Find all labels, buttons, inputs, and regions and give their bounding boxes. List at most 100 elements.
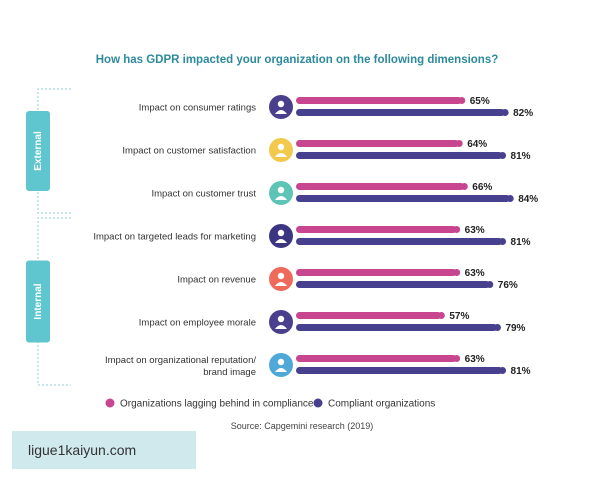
legend: Organizations lagging behind in complian… — [105, 398, 435, 410]
satisfaction-icon — [269, 138, 293, 162]
icon-glyph-body — [275, 325, 287, 329]
bar-lagging — [296, 183, 465, 190]
bar-compliant — [296, 238, 503, 245]
morale-icon — [269, 310, 293, 334]
reputation-icon — [269, 353, 293, 377]
trust-icon — [269, 181, 293, 205]
icon-glyph-head — [277, 229, 285, 237]
category-label: Impact on targeted leads for marketing — [93, 232, 256, 243]
value-label: 63% — [465, 268, 485, 279]
watermark: ligue1kaiyun.com — [12, 431, 196, 469]
category-label-line: brand image — [203, 367, 256, 378]
category-label: Impact on customer satisfaction — [122, 146, 256, 157]
revenue-icon — [269, 267, 293, 291]
category-label-line: Impact on customer satisfaction — [122, 146, 256, 157]
value-label: 63% — [465, 354, 485, 365]
category-label-line: Impact on employee morale — [139, 318, 256, 329]
value-label: 76% — [498, 280, 518, 291]
icon-glyph-body — [275, 239, 287, 243]
bar-compliant — [296, 281, 490, 288]
value-label: 81% — [511, 151, 531, 162]
value-label: 66% — [472, 182, 492, 193]
bar-end-cap — [501, 109, 509, 116]
category-label: Impact on organizational reputation/bran… — [105, 355, 256, 378]
group-label: Internal — [33, 283, 44, 319]
target-icon — [269, 224, 293, 248]
category-label: Impact on revenue — [177, 275, 256, 286]
category-label-line: Impact on organizational reputation/ — [105, 355, 256, 366]
legend-label: Compliant organizations — [328, 399, 435, 410]
bar-end-cap — [453, 355, 461, 362]
bar-lagging — [296, 355, 457, 362]
bar-end-cap — [493, 324, 501, 331]
category-label-line: Impact on revenue — [177, 275, 256, 286]
bar-lagging — [296, 226, 457, 233]
legend-swatch — [105, 398, 115, 408]
ratings-icon — [269, 95, 293, 119]
row-3: Impact on customer trust 66% 84% — [151, 181, 538, 205]
category-label: Impact on customer trust — [151, 189, 256, 200]
icon-glyph-head — [277, 358, 285, 366]
icon-glyph-head — [277, 143, 285, 151]
group-tab — [26, 260, 50, 343]
value-label: 81% — [511, 237, 531, 248]
bar-compliant — [296, 324, 498, 331]
value-label: 57% — [449, 311, 469, 322]
value-label: 79% — [505, 323, 525, 334]
value-label: 63% — [465, 225, 485, 236]
category-label-line: Impact on consumer ratings — [139, 103, 256, 114]
icon-glyph-body — [275, 110, 287, 114]
category-label-line: Impact on customer trust — [151, 189, 256, 200]
bar-lagging — [296, 312, 442, 319]
category-label: Impact on employee morale — [139, 318, 256, 329]
group-bracket — [37, 88, 71, 214]
row-7: Impact on organizational reputation/bran… — [105, 353, 531, 378]
bar-end-cap — [453, 269, 461, 276]
row-4: Impact on targeted leads for marketing 63… — [93, 224, 531, 248]
group-label: External — [33, 131, 44, 171]
icon-glyph-body — [275, 282, 287, 286]
bar-end-cap — [499, 367, 507, 374]
bar-end-cap — [460, 183, 468, 190]
bar-lagging — [296, 140, 460, 147]
value-label: 65% — [470, 96, 490, 107]
row-2: Impact on customer satisfaction 64% 81% — [122, 138, 531, 162]
category-label: Impact on consumer ratings — [139, 103, 256, 114]
group-external: External — [26, 88, 71, 214]
chart-title: How has GDPR impacted your organization … — [96, 54, 499, 66]
value-label: 64% — [467, 139, 487, 150]
bar-lagging — [296, 97, 462, 104]
bar-compliant — [296, 109, 506, 116]
bar-end-cap — [486, 281, 494, 288]
bar-end-cap — [458, 97, 466, 104]
bar-compliant — [296, 367, 503, 374]
bar-end-cap — [506, 195, 514, 202]
group-internal: Internal — [26, 217, 71, 386]
bar-compliant — [296, 152, 503, 159]
row-5: Impact on revenue 63% 76% — [177, 267, 518, 291]
bar-end-cap — [455, 140, 463, 147]
legend-label: Organizations lagging behind in complian… — [120, 399, 314, 410]
icon-glyph-head — [277, 315, 285, 323]
icon-glyph-head — [277, 100, 285, 108]
bar-compliant — [296, 195, 511, 202]
legend-swatch — [313, 398, 323, 408]
value-label: 81% — [511, 366, 531, 377]
value-label: 82% — [513, 108, 533, 119]
bar-end-cap — [453, 226, 461, 233]
icon-glyph-head — [277, 272, 285, 280]
value-label: 84% — [518, 194, 538, 205]
icon-glyph-body — [275, 153, 287, 157]
bar-end-cap — [437, 312, 445, 319]
bar-end-cap — [499, 152, 507, 159]
category-label-line: Impact on targeted leads for marketing — [93, 232, 256, 243]
row-6: Impact on employee morale 57% 79% — [139, 310, 526, 334]
legend-item-2: Compliant organizations — [313, 398, 435, 410]
group-brackets: External Internal — [26, 88, 71, 386]
legend-item-1: Organizations lagging behind in complian… — [105, 398, 314, 410]
row-1: Impact on consumer ratings 65% 82% — [139, 95, 533, 119]
bar-end-cap — [499, 238, 507, 245]
icon-glyph-body — [275, 196, 287, 200]
group-tab — [26, 111, 50, 191]
